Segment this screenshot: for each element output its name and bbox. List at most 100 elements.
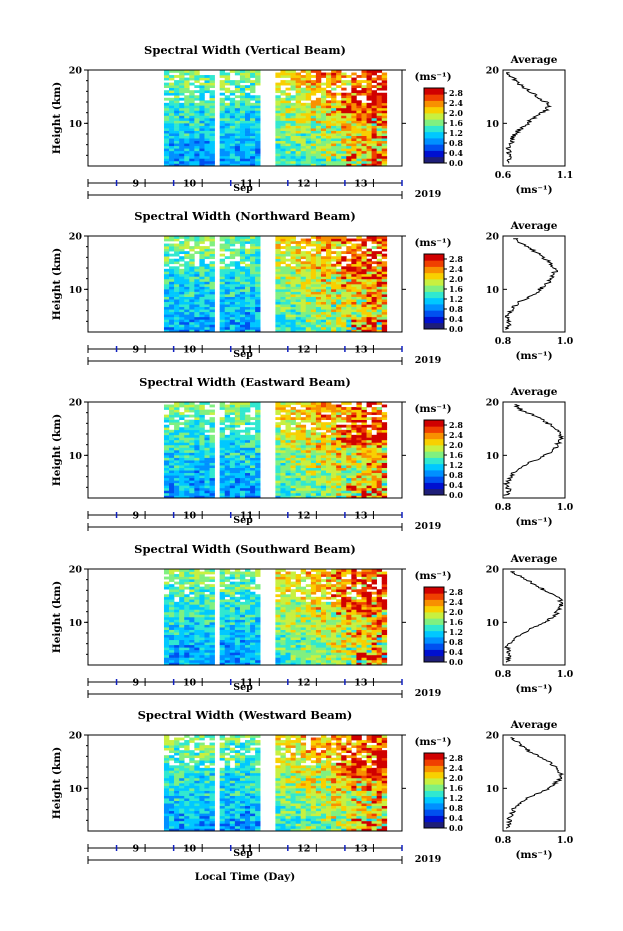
heatmap-cell <box>219 450 226 453</box>
heatmap-cell <box>346 246 352 249</box>
heatmap-cell <box>295 266 302 270</box>
heatmap-cell <box>174 246 180 249</box>
heatmap-cell <box>179 571 185 575</box>
heatmap-cell <box>179 591 185 595</box>
heatmap-cell <box>174 485 180 489</box>
heatmap-cell <box>305 148 312 152</box>
heatmap-cell <box>310 490 317 494</box>
heatmap-cell <box>336 462 342 466</box>
heatmap-cell <box>255 268 261 272</box>
heatmap-cell <box>315 135 322 139</box>
heatmap-cell <box>209 263 215 267</box>
heatmap-cell <box>163 439 170 443</box>
heatmap-cell <box>219 571 226 575</box>
heatmap-cell <box>219 455 226 458</box>
heatmap-cell <box>331 434 337 438</box>
heatmap-cell <box>275 248 281 252</box>
heatmap-cell <box>361 160 367 164</box>
heatmap-cell <box>234 492 241 496</box>
heatmap-cell <box>239 492 246 496</box>
colorbar-tick-label: 0.0 <box>449 158 463 168</box>
heatmap-cell <box>224 639 231 643</box>
heatmap-cell <box>224 128 231 131</box>
heatmap-cell <box>381 482 388 486</box>
heatmap-cell <box>366 477 372 481</box>
heatmap-cell <box>189 644 195 648</box>
heatmap-cell <box>189 452 195 456</box>
heatmap-cell <box>189 609 195 613</box>
heatmap-cell <box>275 243 281 247</box>
heatmap-cell <box>290 266 296 270</box>
heatmap-cell <box>361 75 367 78</box>
heatmap-cell <box>361 87 367 91</box>
heatmap-cell <box>376 470 383 474</box>
heatmap-cell <box>209 642 215 646</box>
heatmap-cell <box>255 107 261 111</box>
heatmap-cell <box>315 153 322 157</box>
heatmap-cell <box>174 115 180 119</box>
heatmap-cell <box>224 326 231 330</box>
heatmap-cell <box>199 87 205 91</box>
heatmap-cell <box>351 276 357 280</box>
heatmap-cell <box>361 85 367 88</box>
heatmap-cell <box>255 487 261 491</box>
heatmap-cell <box>305 150 312 154</box>
heatmap-cell <box>315 289 322 292</box>
heatmap-cell <box>189 123 195 126</box>
heatmap-cell <box>346 424 352 428</box>
heatmap-cell <box>305 112 312 116</box>
heatmap-cell <box>224 450 231 453</box>
heatmap-cell <box>361 256 367 260</box>
heatmap-cell <box>209 594 215 598</box>
heatmap-cell <box>163 291 170 295</box>
heatmap-cell <box>356 238 362 242</box>
heatmap-cell <box>351 97 357 101</box>
heatmap-cell <box>320 148 327 152</box>
heatmap-cell <box>331 439 337 443</box>
heatmap-cell <box>199 261 205 265</box>
heatmap-cell <box>341 311 347 315</box>
heatmap-cell <box>315 75 322 78</box>
heatmap-cell <box>341 447 347 451</box>
heatmap-cell <box>300 133 307 136</box>
heatmap-cell <box>315 294 322 297</box>
heatmap-cell <box>189 153 195 157</box>
heatmap-cell <box>204 304 210 308</box>
heatmap-cell <box>300 155 307 159</box>
heatmap-cell <box>219 72 226 76</box>
heatmap-cell <box>336 294 342 297</box>
heatmap-cell <box>250 243 256 247</box>
heatmap-cell <box>189 485 195 489</box>
heatmap-cell <box>204 273 210 277</box>
heatmap-cell <box>174 95 180 99</box>
heatmap-cell <box>326 291 332 295</box>
heatmap-cell <box>331 125 337 129</box>
heatmap-cell <box>275 434 281 438</box>
heatmap-cell <box>290 145 296 149</box>
heatmap-cell <box>239 442 246 446</box>
heatmap-cell <box>209 281 215 285</box>
heatmap-cell <box>250 465 256 468</box>
heatmap-cell <box>361 442 367 446</box>
heatmap-cell <box>209 85 215 88</box>
heatmap-cell <box>204 402 210 405</box>
heatmap-cell <box>234 273 241 277</box>
heatmap-cell <box>285 148 291 152</box>
heatmap-cell <box>285 286 291 290</box>
heatmap-cell <box>315 278 322 282</box>
heatmap-cell <box>184 286 190 290</box>
heatmap-cell <box>184 97 190 101</box>
heatmap-cell <box>224 163 231 167</box>
heatmap-cell <box>300 143 307 147</box>
heatmap-cell <box>174 90 180 94</box>
heatmap-cell <box>194 326 200 330</box>
heatmap-cell <box>295 450 302 453</box>
heatmap-cell <box>310 470 317 474</box>
heatmap-cell <box>245 278 251 282</box>
heatmap-cell <box>194 120 200 124</box>
heatmap-cell <box>219 266 226 270</box>
heatmap-cell <box>234 404 241 408</box>
heatmap-cell <box>209 138 215 142</box>
heatmap-cell <box>320 138 327 142</box>
heatmap-cell <box>229 611 236 615</box>
